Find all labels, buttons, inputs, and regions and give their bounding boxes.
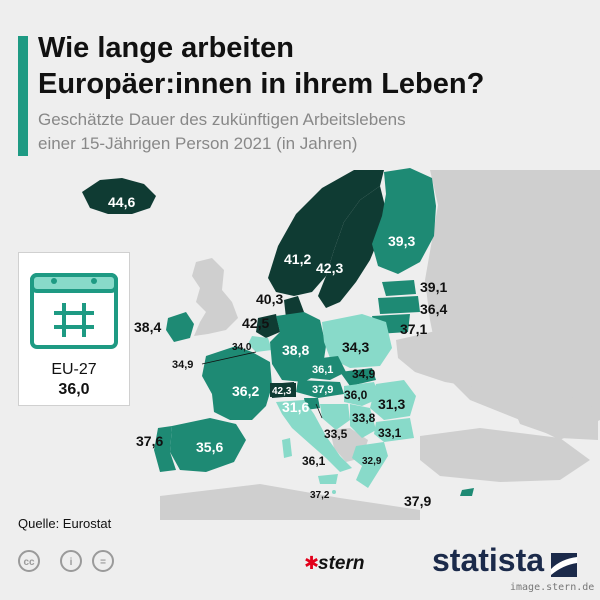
label-austria: 37,9 xyxy=(312,384,333,396)
land-uk xyxy=(192,258,238,336)
europe-map: 44,6 42,3 41,2 39,3 40,3 42,5 34,0 38,4 … xyxy=(82,168,600,520)
label-slovakia: 34,9 xyxy=(352,367,376,381)
region-ireland xyxy=(166,312,194,342)
region-greece xyxy=(352,442,388,488)
label-denmark: 40,3 xyxy=(256,291,283,307)
title-accent-bar xyxy=(18,36,28,156)
region-france xyxy=(202,346,272,420)
region-finland xyxy=(372,168,436,274)
label-switzerland: 42,3 xyxy=(272,386,292,397)
label-slovenia: 31,6 xyxy=(282,399,309,415)
region-malta xyxy=(332,490,336,494)
label-hungary: 36,0 xyxy=(344,388,368,402)
label-poland: 34,3 xyxy=(342,339,369,355)
label-finland: 39,3 xyxy=(388,233,415,249)
label-greece: 32,9 xyxy=(362,456,382,467)
statista-mark-icon xyxy=(551,553,577,577)
region-italy xyxy=(276,400,352,472)
label-romania: 31,3 xyxy=(378,396,405,412)
leader-slovenia xyxy=(315,403,323,419)
label-netherlands: 42,5 xyxy=(242,315,269,331)
label-czechia: 36,1 xyxy=(312,364,333,376)
region-czechia xyxy=(306,356,346,380)
region-austria xyxy=(296,380,344,398)
region-serbia xyxy=(350,404,376,438)
page-subtitle: Geschätzte Dauer des zukünftigen Arbeits… xyxy=(38,110,406,153)
label-switzerland-bg xyxy=(270,383,296,397)
region-croatia xyxy=(320,404,350,430)
region-sicily xyxy=(318,474,338,484)
source-note: Quelle: Eurostat xyxy=(18,516,112,531)
label-lithuania: 37,1 xyxy=(400,321,427,337)
stern-logo: stern xyxy=(318,553,365,574)
region-spain xyxy=(170,418,246,472)
region-sweden xyxy=(318,186,386,308)
eu-value: 36,0 xyxy=(58,381,90,398)
leader-luxembourg xyxy=(201,351,257,365)
label-spain: 35,6 xyxy=(196,439,223,455)
label-belgium: 34,0 xyxy=(232,342,252,353)
label-latvia: 36,4 xyxy=(420,301,447,317)
label-norway: 41,2 xyxy=(284,251,311,267)
region-sardinia xyxy=(282,438,292,458)
page-title: Wie lange arbeiten Europäer:innen in ihr… xyxy=(38,32,485,100)
region-netherlands xyxy=(256,314,280,338)
region-bulgaria xyxy=(374,418,414,442)
eu-label: EU-27 xyxy=(51,361,97,378)
land-turkey xyxy=(420,428,590,482)
label-croatia: 33,5 xyxy=(324,427,348,441)
stern-star-icon: ✱ xyxy=(304,553,320,573)
label-sweden: 42,3 xyxy=(316,260,343,276)
label-france: 36,2 xyxy=(232,383,259,399)
land-caspian-region xyxy=(510,392,598,440)
by-icon: i xyxy=(60,550,82,572)
label-italy: 36,1 xyxy=(302,454,326,468)
label-cyprus: 37,9 xyxy=(404,493,431,509)
label-malta: 37,2 xyxy=(310,490,330,501)
cc-icon: cc xyxy=(18,550,40,572)
region-iceland xyxy=(82,178,156,214)
region-estonia xyxy=(382,280,416,296)
region-slovakia xyxy=(340,368,376,386)
region-hungary xyxy=(344,382,380,406)
region-latvia xyxy=(378,296,420,314)
statista-logo: statista xyxy=(432,542,545,578)
region-portugal xyxy=(154,426,176,472)
label-luxembourg: 34,9 xyxy=(172,359,193,371)
label-serbia: 33,8 xyxy=(352,411,376,425)
land-ukraine xyxy=(396,330,505,388)
region-cyprus xyxy=(460,488,474,496)
watermark: image.stern.de xyxy=(510,582,595,593)
land-africa xyxy=(160,484,420,520)
region-romania xyxy=(370,380,416,420)
eu-average-box: EU-27 36,0 xyxy=(18,252,130,406)
label-portugal: 37,6 xyxy=(136,433,163,449)
region-belgium xyxy=(248,336,272,352)
label-estonia: 39,1 xyxy=(420,279,447,295)
region-norway xyxy=(268,170,384,296)
label-germany: 38,8 xyxy=(282,342,309,358)
region-poland xyxy=(322,314,392,368)
label-ireland: 38,4 xyxy=(134,319,161,335)
nd-icon: = xyxy=(92,550,114,572)
label-bulgaria: 33,1 xyxy=(378,426,402,440)
calendar-icon xyxy=(30,273,118,349)
label-iceland: 44,6 xyxy=(108,194,135,210)
